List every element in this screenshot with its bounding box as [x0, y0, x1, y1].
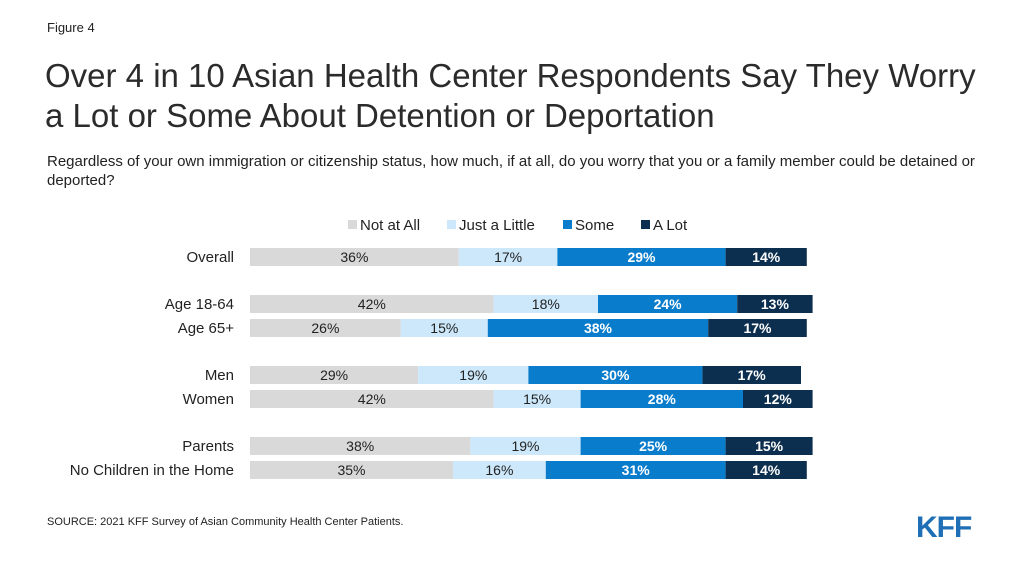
- bar-men-some: [528, 366, 703, 384]
- value-label-no-children-in-the-home-just-a-little: 16%: [485, 462, 513, 478]
- bar-no-children-in-the-home-a-lot: [725, 461, 807, 479]
- bar-women-a-lot: [743, 390, 813, 408]
- bar-no-children-in-the-home-not-at-all: [250, 461, 453, 479]
- legend-swatch-not-at-all: [348, 220, 357, 229]
- value-label-overall-some: 29%: [627, 249, 656, 265]
- chart-subtitle: Regardless of your own immigration or ci…: [47, 153, 975, 189]
- bar-women-just-a-little: [493, 390, 581, 408]
- bar-men-not-at-all: [250, 366, 419, 384]
- value-label-age-18-64-just-a-little: 18%: [532, 296, 560, 312]
- bar-men-just-a-little: [418, 366, 529, 384]
- value-label-men-a-lot: 17%: [738, 367, 767, 383]
- value-label-age-65-just-a-little: 15%: [430, 320, 458, 336]
- category-label-age-65: Age 65+: [178, 320, 235, 337]
- bar-overall-some: [557, 248, 726, 266]
- value-label-women-just-a-little: 15%: [523, 391, 551, 407]
- category-label-age-18-64: Age 18-64: [165, 296, 234, 313]
- bar-women-some: [580, 390, 743, 408]
- legend-swatch-just-a-little: [447, 220, 456, 229]
- bar-age-65-a-lot: [708, 319, 807, 337]
- bar-parents-not-at-all: [250, 437, 471, 455]
- value-label-men-some: 30%: [601, 367, 630, 383]
- bar-parents-a-lot: [725, 437, 813, 455]
- category-label-parents: Parents: [182, 438, 234, 455]
- value-label-parents-a-lot: 15%: [755, 438, 784, 454]
- bar-men-a-lot: [702, 366, 801, 384]
- bar-age-65-some: [487, 319, 709, 337]
- bar-age-18-64-just-a-little: [493, 295, 598, 313]
- value-label-men-not-at-all: 29%: [320, 367, 348, 383]
- bar-age-65-not-at-all: [250, 319, 401, 337]
- bar-overall-a-lot: [725, 248, 807, 266]
- figure-label: Figure 4: [47, 20, 95, 35]
- bar-age-18-64-some: [598, 295, 738, 313]
- value-label-overall-not-at-all: 36%: [340, 249, 368, 265]
- legend-label-a-lot: A Lot: [653, 217, 688, 234]
- bar-women-not-at-all: [250, 390, 494, 408]
- value-label-no-children-in-the-home-not-at-all: 35%: [337, 462, 365, 478]
- category-label-men: Men: [205, 367, 234, 384]
- category-label-women: Women: [183, 391, 234, 408]
- value-label-age-65-a-lot: 17%: [743, 320, 772, 336]
- value-label-age-18-64-not-at-all: 42%: [358, 296, 386, 312]
- bar-no-children-in-the-home-some: [545, 461, 726, 479]
- value-label-women-a-lot: 12%: [764, 391, 793, 407]
- legend-swatch-some: [563, 220, 572, 229]
- value-label-overall-a-lot: 14%: [752, 249, 781, 265]
- category-label-no-children-in-the-home: No Children in the Home: [70, 462, 234, 479]
- value-label-age-18-64-a-lot: 13%: [761, 296, 790, 312]
- bar-overall-just-a-little: [458, 248, 558, 266]
- stacked-bar-chart: Not at All Just a Little Some A Lot Overall…: [70, 217, 813, 479]
- value-label-age-18-64-some: 24%: [654, 296, 683, 312]
- chart-title: Over 4 in 10 Asian Health Center Respond…: [45, 57, 976, 134]
- bar-parents-some: [580, 437, 726, 455]
- legend-label-some: Some: [575, 217, 614, 234]
- category-label-overall: Overall: [186, 249, 234, 266]
- bar-age-65-just-a-little: [400, 319, 488, 337]
- chart-bars: Overall 36% 17% 29% 14% Age 18-64 42% 18% 24% 13%…: [70, 248, 813, 479]
- bar-overall-not-at-all: [250, 248, 459, 266]
- value-label-parents-not-at-all: 38%: [346, 438, 374, 454]
- bar-parents-just-a-little: [470, 437, 581, 455]
- legend-swatch-a-lot: [641, 220, 650, 229]
- value-label-parents-some: 25%: [639, 438, 668, 454]
- kff-logo: KFF: [916, 511, 972, 544]
- legend-label-just-a-little: Just a Little: [459, 217, 535, 234]
- value-label-no-children-in-the-home-a-lot: 14%: [752, 462, 781, 478]
- bar-age-18-64-a-lot: [737, 295, 813, 313]
- bar-age-18-64-not-at-all: [250, 295, 494, 313]
- value-label-overall-just-a-little: 17%: [494, 249, 522, 265]
- legend-label-not-at-all: Not at All: [360, 217, 420, 234]
- value-label-no-children-in-the-home-some: 31%: [622, 462, 651, 478]
- value-label-women-not-at-all: 42%: [358, 391, 386, 407]
- value-label-age-65-not-at-all: 26%: [311, 320, 339, 336]
- value-label-age-65-some: 38%: [584, 320, 613, 336]
- value-label-men-just-a-little: 19%: [459, 367, 487, 383]
- value-label-parents-just-a-little: 19%: [511, 438, 539, 454]
- chart-legend: Not at All Just a Little Some A Lot: [348, 217, 688, 234]
- bar-no-children-in-the-home-just-a-little: [453, 461, 546, 479]
- value-label-women-some: 28%: [648, 391, 677, 407]
- source-note: SOURCE: 2021 KFF Survey of Asian Communi…: [47, 516, 404, 528]
